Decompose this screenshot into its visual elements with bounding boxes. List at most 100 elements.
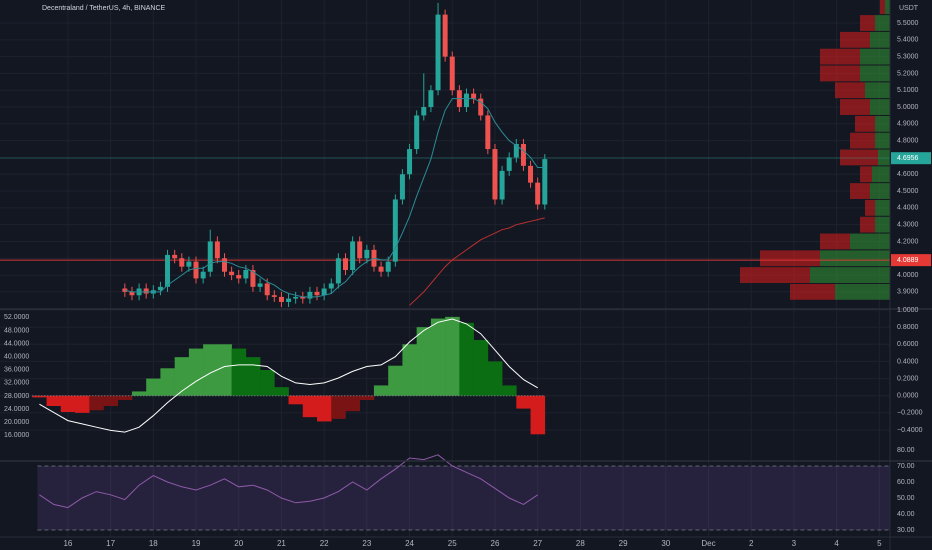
candle-body	[314, 291, 320, 296]
histogram-bar	[502, 385, 517, 396]
rsi-line	[39, 454, 538, 509]
x-tick-label: 19	[192, 539, 201, 548]
candle-body	[350, 241, 356, 271]
y2-tick-label: 1.0000	[897, 307, 919, 314]
x-tick-label: Dec	[701, 539, 715, 548]
histogram-bar	[231, 348, 247, 396]
profile-up-bar	[820, 250, 890, 267]
y-tick-label: 5.3000	[897, 53, 919, 60]
profile-down-bar	[835, 82, 865, 99]
histogram-bar	[302, 395, 318, 418]
y-tick-label: 4.6000	[897, 171, 919, 178]
profile-up-bar	[870, 183, 890, 199]
candle-body	[278, 296, 284, 302]
candle-body	[286, 298, 292, 302]
histogram-bar	[146, 378, 161, 396]
x-tick-label: 27	[533, 539, 542, 548]
moving-average	[409, 217, 545, 306]
profile-down-bar	[865, 199, 875, 216]
candle-body	[243, 270, 249, 279]
histogram-bar	[288, 395, 304, 405]
y-tick-label: 28.0000	[4, 393, 29, 400]
candle-body	[222, 258, 228, 272]
candle-body	[143, 288, 149, 294]
histogram-bar	[388, 365, 403, 396]
y-tick-label: 32.0000	[4, 380, 29, 387]
candle-body	[335, 258, 341, 284]
y-tick-label: 5.2000	[897, 70, 919, 77]
histogram-bar	[89, 395, 104, 411]
profile-up-bar	[865, 82, 890, 99]
candle-body	[542, 159, 548, 205]
candle-body	[129, 291, 135, 296]
candle-body	[485, 115, 491, 150]
y-tick-label: 20.0000	[4, 419, 29, 426]
y-tick-label: 4.4000	[897, 205, 919, 212]
x-tick-label: 3	[792, 539, 797, 548]
profile-down-bar	[820, 48, 860, 65]
candle-body	[172, 254, 178, 259]
candle-body	[300, 296, 306, 299]
profile-down-bar	[880, 0, 885, 15]
profile-down-bar	[860, 15, 875, 31]
candle-body	[535, 182, 541, 205]
profile-up-bar	[875, 216, 890, 233]
profile-down-bar	[850, 132, 875, 149]
y2-tick-label: 0.4000	[897, 358, 919, 365]
candle-body	[257, 283, 263, 287]
histogram-bar	[60, 395, 76, 412]
candle-body	[463, 93, 469, 108]
candle-body	[328, 283, 334, 289]
y-tick-label: 70.00	[897, 463, 915, 470]
histogram-bar	[188, 348, 204, 396]
histogram-bar	[46, 395, 62, 406]
candle-body	[421, 107, 427, 116]
profile-up-bar	[860, 65, 890, 82]
profile-up-bar	[810, 267, 890, 283]
histogram-bar	[487, 361, 503, 396]
profile-down-bar	[820, 65, 860, 82]
y-tick-label: 4.9000	[897, 121, 919, 128]
histogram-bar	[160, 368, 175, 396]
y-tick-label: 5.5000	[897, 20, 919, 27]
candle-body	[321, 288, 327, 296]
profile-down-bar	[850, 183, 870, 199]
histogram-bar	[459, 322, 474, 396]
histogram-bar	[359, 395, 375, 400]
candle-body	[293, 296, 299, 299]
candle-body	[193, 261, 199, 279]
y-tick-label: 36.0000	[4, 367, 29, 374]
candle-body	[200, 271, 206, 279]
histogram-bar	[217, 344, 232, 396]
y2-tick-label: −0.4000	[897, 427, 923, 434]
histogram-bar	[402, 344, 417, 396]
profile-down-bar	[840, 31, 870, 48]
y-tick-label: 4.0000	[897, 272, 919, 279]
candle-body	[499, 170, 505, 200]
y-tick-label: 80.00	[897, 447, 915, 454]
candle-body	[506, 157, 512, 171]
price-tag-label: 4.0889	[897, 257, 919, 264]
histogram-bar	[245, 357, 261, 396]
x-tick-label: 4	[834, 539, 839, 548]
y-tick-label: 24.0000	[4, 406, 29, 413]
histogram-bar	[445, 316, 460, 396]
rsi-band	[37, 466, 890, 530]
profile-down-bar	[790, 283, 835, 300]
candle-body	[392, 199, 398, 262]
candle-body	[442, 14, 448, 57]
marks	[0, 2, 890, 509]
profile-up-bar	[875, 15, 890, 31]
profile-up-bar	[875, 115, 890, 132]
profile-up-bar	[870, 31, 890, 48]
histogram-bar	[331, 395, 346, 419]
x-tick-label: 21	[277, 539, 286, 548]
candle-body	[385, 261, 391, 272]
histogram-bar	[260, 370, 275, 396]
candle-body	[520, 144, 526, 166]
profile-down-bar	[760, 250, 820, 267]
candle-body	[378, 266, 384, 272]
histogram-bar	[516, 395, 531, 409]
indicator-line	[39, 318, 538, 433]
profile-down-bar	[860, 216, 875, 233]
